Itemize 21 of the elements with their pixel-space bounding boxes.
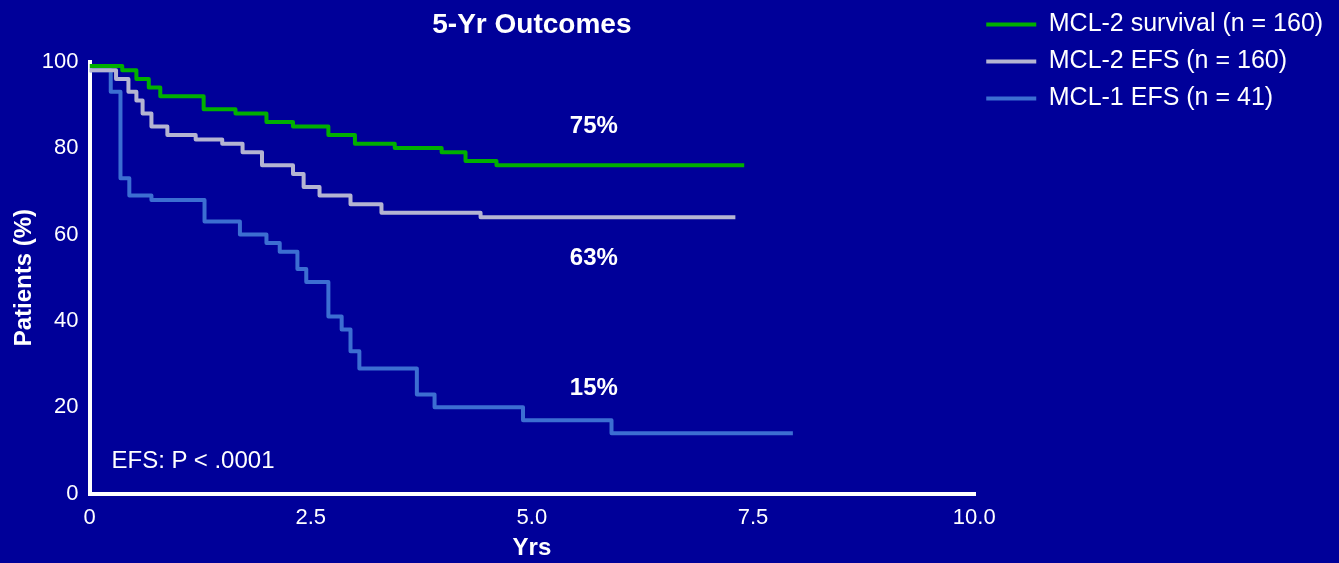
- legend-label: MCL-1 EFS (n = 41): [1048, 82, 1274, 111]
- annotation: 15%: [569, 372, 618, 400]
- y-tick-label: 80: [54, 134, 79, 160]
- y-tick-label: 60: [54, 220, 79, 246]
- annotation: 63%: [569, 242, 618, 270]
- legend-label: MCL-2 survival (n = 160): [1048, 8, 1324, 37]
- y-axis-title: Patients (%): [9, 209, 37, 347]
- x-tick-label: 7.5: [737, 504, 769, 530]
- x-tick-label: 10.0: [952, 504, 996, 530]
- annotation: 75%: [569, 111, 618, 139]
- y-tick-label: 20: [54, 393, 79, 419]
- y-tick-label: 0: [66, 479, 79, 505]
- y-tick-label: 100: [41, 47, 79, 73]
- annotation: EFS: P < .0001: [111, 446, 275, 474]
- x-axis-title: Yrs: [512, 533, 552, 561]
- x-tick-label: 5.0: [516, 504, 548, 530]
- legend-label: MCL-2 EFS (n = 160): [1048, 45, 1288, 74]
- y-tick-label: 40: [54, 306, 79, 332]
- x-tick-label: 0: [83, 504, 96, 530]
- chart-title: 5-Yr Outcomes: [432, 7, 632, 39]
- x-tick-label: 2.5: [295, 504, 326, 530]
